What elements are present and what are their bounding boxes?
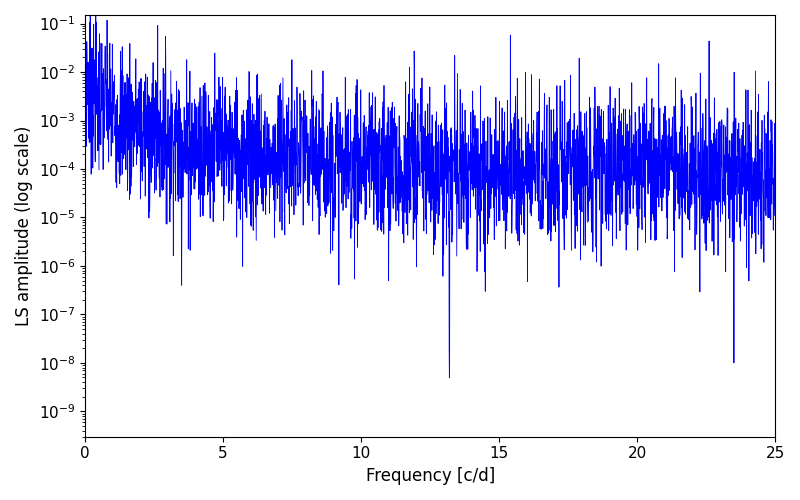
X-axis label: Frequency [c/d]: Frequency [c/d] — [366, 467, 494, 485]
Y-axis label: LS amplitude (log scale): LS amplitude (log scale) — [15, 126, 33, 326]
